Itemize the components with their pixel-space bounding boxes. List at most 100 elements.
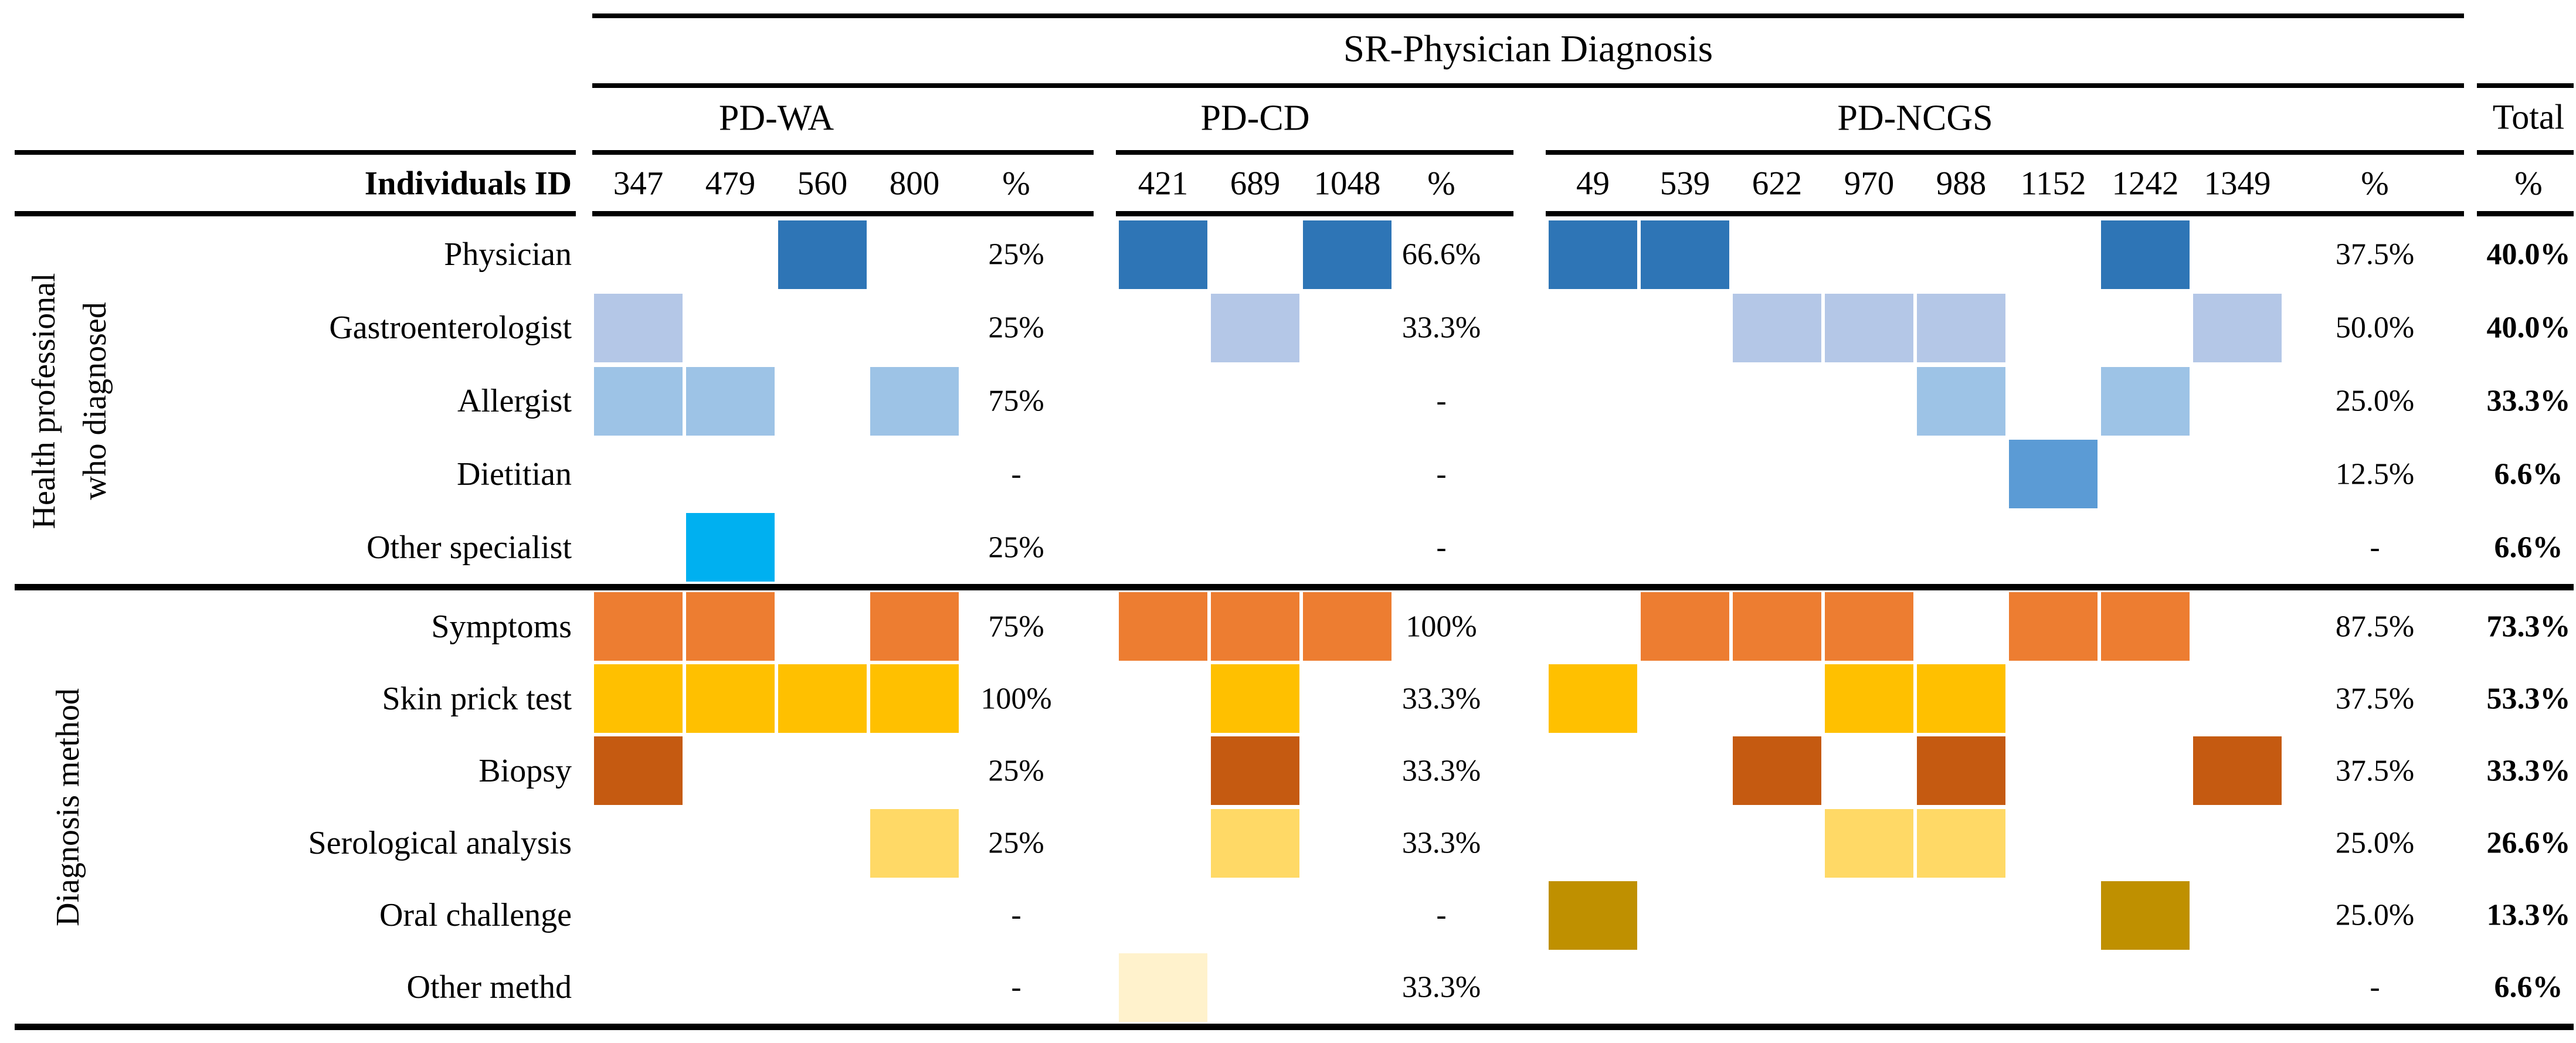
individual-id: 800 — [889, 165, 940, 202]
heat-cell — [2101, 366, 2190, 436]
section-side-label: Diagnosis method — [50, 688, 86, 926]
total-pct-value: 13.3% — [2486, 898, 2571, 932]
heat-cell — [1211, 808, 1299, 878]
heat-cell — [1211, 592, 1299, 661]
heat-cell — [1303, 592, 1391, 661]
pct-value: 33.3% — [1401, 311, 1481, 345]
heat-cell — [2101, 220, 2190, 289]
pct-value: 37.5% — [2335, 754, 2415, 788]
heat-cell — [594, 664, 683, 733]
heat-cell — [1733, 592, 1821, 661]
individual-id: 347 — [613, 165, 664, 202]
pct-value: - — [2370, 531, 2380, 565]
pct-value: 75% — [988, 610, 1044, 644]
rule-line — [15, 211, 576, 216]
rule-line — [2477, 211, 2574, 216]
rule-line — [1116, 150, 1513, 155]
pct-value: 100% — [1406, 610, 1477, 644]
heat-cell — [1119, 592, 1207, 661]
row-label: Biopsy — [478, 752, 572, 789]
heat-cell — [1211, 736, 1299, 806]
heat-cell — [594, 592, 683, 661]
pct-value: - — [1436, 898, 1447, 932]
individual-id: 539 — [1659, 165, 1710, 202]
individual-id: 49 — [1576, 165, 1610, 202]
pct-value: - — [1011, 898, 1021, 932]
total-pct-value: 40.0% — [2486, 237, 2571, 271]
pct-value: - — [1011, 457, 1021, 491]
pct-value: 50.0% — [2335, 311, 2415, 345]
pct-value: 25.0% — [2335, 384, 2415, 418]
pct-value: 66.6% — [1401, 237, 1481, 271]
heat-cell — [1119, 953, 1207, 1022]
heat-cell — [2101, 592, 2190, 661]
pct-value: 37.5% — [2335, 237, 2415, 271]
heat-cell — [594, 293, 683, 362]
total-header: Total — [2492, 97, 2565, 137]
rule-line — [2477, 150, 2574, 155]
heat-cell — [1733, 293, 1821, 362]
heat-cell — [870, 366, 959, 436]
rule-line — [592, 83, 2464, 88]
heat-cell — [870, 808, 959, 878]
individual-id: 970 — [1844, 165, 1895, 202]
heat-cell — [686, 592, 775, 661]
heat-cell — [2193, 293, 2282, 362]
total-pct-value: 33.3% — [2486, 384, 2571, 418]
pct-value: - — [1011, 970, 1021, 1004]
pct-value: 25% — [988, 826, 1044, 860]
pct-value: 33.3% — [1401, 682, 1481, 716]
rule-line — [1116, 211, 1513, 216]
pct-value: 33.3% — [1401, 826, 1481, 860]
pct-column-header: % — [2361, 165, 2389, 202]
pct-value: 25.0% — [2335, 826, 2415, 860]
heat-cell — [870, 592, 959, 661]
individual-id: 1349 — [2204, 165, 2271, 202]
total-pct-value: 6.6% — [2494, 970, 2563, 1004]
individual-id: 689 — [1230, 165, 1281, 202]
heat-cell — [686, 513, 775, 582]
pct-column-header: % — [1427, 165, 1455, 202]
group-header-pd-wa: PD-WA — [718, 98, 834, 138]
individual-id: 421 — [1138, 165, 1189, 202]
row-label: Other specialist — [366, 529, 572, 566]
total-pct-column-header: % — [2514, 165, 2543, 202]
heat-cell — [1549, 881, 1637, 950]
heat-cell — [594, 736, 683, 806]
heat-cell — [1211, 293, 1299, 362]
heat-cell — [1917, 736, 2005, 806]
row-label: Gastroenterologist — [329, 310, 572, 346]
rule-line — [2477, 83, 2574, 88]
pct-value: 87.5% — [2335, 610, 2415, 644]
total-pct-value: 6.6% — [2494, 457, 2563, 491]
heat-cell — [686, 664, 775, 733]
rule-line — [592, 150, 1094, 155]
heat-cell — [1917, 366, 2005, 436]
heat-cell — [1211, 664, 1299, 733]
individual-id: 1048 — [1314, 165, 1381, 202]
heat-cell — [1733, 736, 1821, 806]
row-label: Dietitian — [457, 456, 572, 492]
rule-line — [1546, 211, 2464, 216]
heat-cell — [1917, 293, 2005, 362]
row-label: Allergist — [457, 383, 572, 419]
heat-cell — [1119, 220, 1207, 289]
row-label: Other methd — [406, 969, 572, 1006]
heat-cell — [1549, 220, 1637, 289]
pct-value: 25% — [988, 237, 1044, 271]
figure-title: SR-Physician Diagnosis — [1343, 28, 1713, 70]
heat-cell — [2009, 440, 2098, 509]
heat-cell — [1641, 220, 1729, 289]
heat-cell — [2009, 592, 2098, 661]
heat-cell — [2101, 881, 2190, 950]
heat-cell — [686, 366, 775, 436]
row-label: Physician — [444, 236, 572, 273]
pct-value: - — [2370, 970, 2380, 1004]
heat-cell — [1303, 220, 1391, 289]
total-pct-value: 53.3% — [2486, 682, 2571, 716]
rule-line — [592, 13, 2464, 18]
pct-value: 33.3% — [1401, 754, 1481, 788]
pct-value: - — [1436, 457, 1447, 491]
total-pct-value: 6.6% — [2494, 531, 2563, 565]
